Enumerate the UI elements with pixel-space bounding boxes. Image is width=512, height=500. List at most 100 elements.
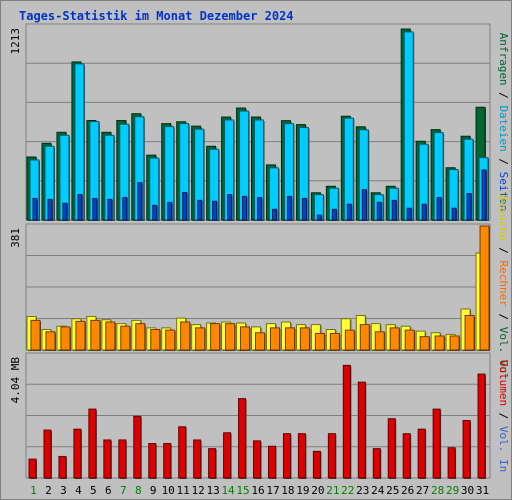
day-tick-label: 3 — [60, 484, 67, 497]
volumen-bar — [297, 433, 307, 479]
volumen-bar — [477, 373, 487, 479]
rechner-bar — [120, 325, 131, 351]
top-legend-part: Dateien — [497, 105, 510, 151]
day-tick-label: 18 — [281, 484, 294, 497]
volumen-bar — [28, 458, 37, 479]
day-tick-label: 12 — [192, 484, 205, 497]
rechner-bar — [30, 319, 41, 351]
volumen-bar — [178, 426, 187, 479]
rechner-bar — [225, 323, 236, 351]
rechner-bar — [195, 327, 206, 351]
seiten-bar — [376, 201, 383, 221]
rechner-bar — [75, 320, 86, 351]
volumen-bar — [73, 428, 82, 479]
rechner-bar — [404, 329, 416, 351]
top-legend-part: / — [497, 86, 510, 106]
seiten-bar — [361, 189, 368, 221]
bottom-ymax-label: 4.04 MB — [9, 357, 22, 404]
seiten-bar — [167, 201, 173, 221]
rechner-bar — [165, 329, 176, 351]
day-tick-label: 22 — [341, 484, 354, 497]
volumen-bar — [417, 428, 427, 479]
day-tick-label: 31 — [476, 484, 489, 497]
rechner-bar — [269, 327, 281, 351]
volumen-bar — [357, 381, 367, 479]
rechner-bar — [90, 319, 101, 351]
volumen-bar — [282, 433, 292, 479]
seiten-bar — [32, 197, 38, 221]
seiten-bar — [122, 196, 128, 221]
middle-legend-part: Vol. Out — [497, 327, 510, 380]
rechner-bar — [314, 332, 326, 351]
day-tick-label: 5 — [90, 484, 97, 497]
seiten-bar — [152, 204, 158, 221]
top-legend-part: Anfragen — [497, 33, 510, 86]
rechner-bar — [150, 328, 161, 351]
rechner-bar — [284, 327, 296, 351]
day-tick-label: 6 — [105, 484, 112, 497]
seiten-bar — [242, 195, 248, 221]
day-tick-label: 30 — [461, 484, 474, 497]
middle-legend: Besuche / Rechner / Vol. Out — [497, 194, 510, 379]
rechner-bar — [180, 321, 191, 351]
volumen-bar — [103, 439, 112, 479]
seiten-bar — [391, 199, 398, 221]
day-tick-label: 14 — [221, 484, 235, 497]
seiten-bar — [62, 202, 68, 221]
rechner-bar — [329, 332, 341, 351]
volumen-bar — [312, 450, 322, 479]
seiten-bar — [271, 208, 278, 221]
bottom-legend-part: Volumen — [497, 360, 510, 406]
day-tick-label: 9 — [150, 484, 157, 497]
rechner-bar — [359, 324, 371, 351]
day-tick-label: 19 — [296, 484, 309, 497]
volumen-bar — [133, 415, 142, 479]
seiten-bar — [137, 182, 143, 221]
rechner-bar — [255, 332, 266, 351]
middle-legend-part: / — [497, 307, 510, 327]
bottom-legend-part: Vol. In — [497, 426, 510, 472]
day-tick-label: 23 — [356, 484, 369, 497]
volumen-bar — [402, 433, 412, 479]
rechner-bar — [419, 336, 431, 351]
volumen-bar — [342, 364, 352, 479]
seiten-bar — [406, 207, 413, 221]
volumen-bar — [88, 408, 97, 479]
seiten-bar — [331, 208, 338, 221]
top-legend-part: / — [497, 152, 510, 172]
volumen-bar — [163, 443, 172, 479]
seiten-bar — [436, 196, 443, 221]
seiten-bar — [421, 203, 428, 221]
rechner-bar — [240, 326, 251, 351]
volumen-bar — [43, 429, 52, 479]
volumen-bar — [432, 408, 442, 479]
rechner-bar — [389, 327, 401, 351]
seiten-bar — [107, 198, 113, 221]
day-tick-label: 26 — [401, 484, 414, 497]
seiten-bar — [316, 214, 323, 221]
day-tick-label: 8 — [135, 484, 142, 497]
seiten-bar — [197, 199, 203, 221]
seiten-bar — [182, 191, 188, 221]
seiten-bar — [451, 207, 458, 221]
dateien-bar — [403, 31, 415, 221]
top-legend-part: Seiten — [497, 172, 510, 212]
seiten-bar — [92, 197, 98, 221]
top-ymax-label: 1213 — [9, 28, 22, 55]
rechner-bar — [374, 331, 386, 351]
seiten-bar — [301, 197, 308, 221]
chart-title: Tages-Statistik im Monat Dezember 2024 — [19, 9, 294, 23]
day-tick-label: 4 — [75, 484, 82, 497]
seiten-bar — [466, 193, 473, 221]
volumen-bar — [327, 433, 337, 479]
volumen-bar — [58, 455, 67, 479]
middle-legend-part: Besuche — [497, 194, 510, 240]
day-tick-label: 17 — [266, 484, 279, 497]
day-tick-label: 15 — [236, 484, 249, 497]
rechner-bar — [135, 323, 146, 351]
day-tick-label: 7 — [120, 484, 127, 497]
day-tick-label: 2 — [45, 484, 52, 497]
rechner-bar — [60, 326, 71, 351]
bottom-legend-part: / — [497, 406, 510, 426]
day-tick-label: 13 — [206, 484, 219, 497]
